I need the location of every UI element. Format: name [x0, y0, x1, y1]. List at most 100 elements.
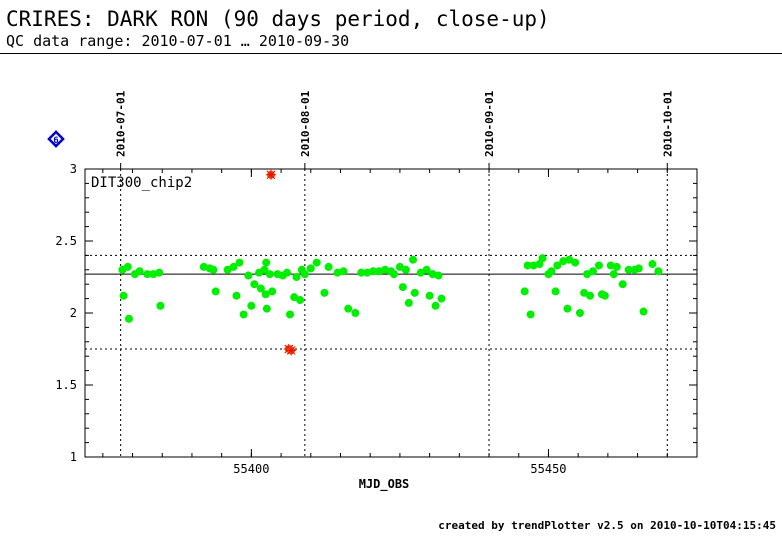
y-tick-label: 1 — [70, 450, 77, 464]
data-point — [123, 262, 132, 271]
plot-frame — [84, 168, 698, 458]
data-point — [239, 310, 248, 319]
data-point — [523, 261, 532, 270]
data-point — [135, 267, 144, 276]
data-point — [260, 265, 269, 274]
data-point — [600, 291, 609, 300]
data-point — [292, 273, 301, 281]
data-point — [580, 288, 589, 297]
x-tick-label: 55450 — [530, 462, 566, 476]
data-point — [434, 271, 443, 280]
data-point — [324, 262, 333, 271]
panel-label: DIT300_chip2 — [91, 175, 192, 191]
axis-ticks: 1 1.5 2 2.5 3 55400 55450 — [55, 162, 698, 476]
data-points — [118, 169, 663, 356]
data-point — [285, 310, 294, 319]
data-point — [320, 288, 329, 297]
date-tick-label: 2010-08-01 — [299, 90, 312, 157]
data-point — [553, 261, 562, 270]
data-point — [634, 264, 643, 273]
data-point — [551, 287, 560, 296]
data-point — [262, 304, 271, 313]
data-point — [571, 258, 580, 267]
data-point — [538, 254, 547, 263]
data-point — [256, 284, 265, 293]
date-tick-label: 2010-07-01 — [115, 90, 128, 157]
data-point — [565, 255, 574, 264]
data-point — [265, 270, 274, 279]
data-point — [401, 265, 410, 274]
data-point — [143, 270, 152, 279]
data-point — [262, 258, 271, 267]
data-point — [247, 301, 256, 310]
data-point — [300, 270, 309, 279]
x-axis-label: MJD_OBS — [359, 477, 410, 492]
data-point — [575, 309, 584, 317]
data-point — [589, 267, 598, 276]
data-point — [351, 309, 360, 317]
data-point — [404, 298, 413, 307]
header-divider — [0, 53, 782, 54]
data-point — [422, 265, 431, 274]
data-point — [124, 314, 133, 323]
data-point — [357, 268, 366, 277]
data-point — [290, 293, 299, 302]
data-point — [639, 307, 648, 316]
data-point — [344, 304, 353, 313]
data-point — [395, 262, 404, 271]
outlier-star-icon — [265, 169, 276, 180]
footer-credit: created by trendPlotter v2.5 on 2010-10-… — [438, 519, 776, 532]
data-point — [437, 294, 446, 303]
data-point — [156, 301, 165, 310]
data-point — [594, 261, 603, 270]
data-point — [583, 270, 592, 279]
data-point — [296, 296, 305, 305]
badge-label: 6 — [53, 136, 58, 146]
y-tick-label: 3 — [70, 162, 77, 176]
data-point — [209, 265, 218, 274]
qc-data-range: QC data range: 2010-07-01 … 2010-09-30 — [6, 32, 350, 50]
data-point — [244, 271, 253, 280]
data-point — [526, 310, 535, 319]
data-point — [520, 287, 529, 296]
page-title: CRIRES: DARK RON (90 days period, close-… — [6, 7, 550, 31]
data-point — [119, 291, 128, 300]
data-point — [586, 291, 595, 300]
data-point — [389, 270, 398, 279]
y-tick-label: 2 — [70, 306, 77, 320]
data-point — [339, 267, 348, 276]
count-badge[interactable]: 6 — [47, 130, 65, 148]
data-point — [408, 255, 417, 264]
data-point — [223, 265, 232, 274]
x-tick-label: 55400 — [233, 462, 269, 476]
data-point — [563, 304, 572, 313]
data-point — [306, 264, 315, 273]
data-point — [268, 287, 277, 296]
data-point — [431, 301, 440, 310]
star-stroke — [286, 346, 296, 355]
data-point — [410, 288, 419, 297]
data-point — [648, 260, 657, 269]
data-point — [229, 262, 238, 271]
data-point — [155, 268, 164, 277]
data-point — [312, 258, 321, 267]
grid: 2010-07-01 2010-08-01 2010-09-01 2010-10-01 — [115, 90, 674, 457]
data-point — [369, 267, 378, 276]
data-point — [283, 268, 292, 277]
data-point — [398, 283, 407, 292]
data-point — [250, 280, 259, 289]
data-point — [235, 258, 244, 267]
data-point — [609, 270, 618, 279]
date-tick-label: 2010-10-01 — [661, 90, 674, 157]
data-point — [618, 280, 627, 289]
data-point — [261, 290, 270, 299]
data-point — [654, 267, 663, 276]
date-tick-label: 2010-09-01 — [483, 90, 496, 157]
data-point — [612, 262, 621, 271]
y-tick-label: 2.5 — [55, 234, 77, 248]
data-point — [211, 287, 220, 296]
outlier-star-icon — [286, 345, 297, 356]
data-point — [624, 265, 633, 274]
data-point — [416, 268, 425, 277]
